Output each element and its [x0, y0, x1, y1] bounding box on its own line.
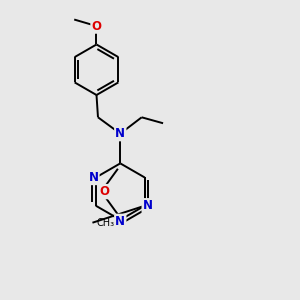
Text: O: O — [92, 20, 101, 33]
Text: N: N — [115, 127, 125, 140]
Text: CH₃: CH₃ — [97, 218, 115, 228]
Text: N: N — [143, 199, 153, 212]
Text: N: N — [115, 215, 125, 228]
Text: O: O — [99, 185, 109, 198]
Text: N: N — [88, 171, 98, 184]
